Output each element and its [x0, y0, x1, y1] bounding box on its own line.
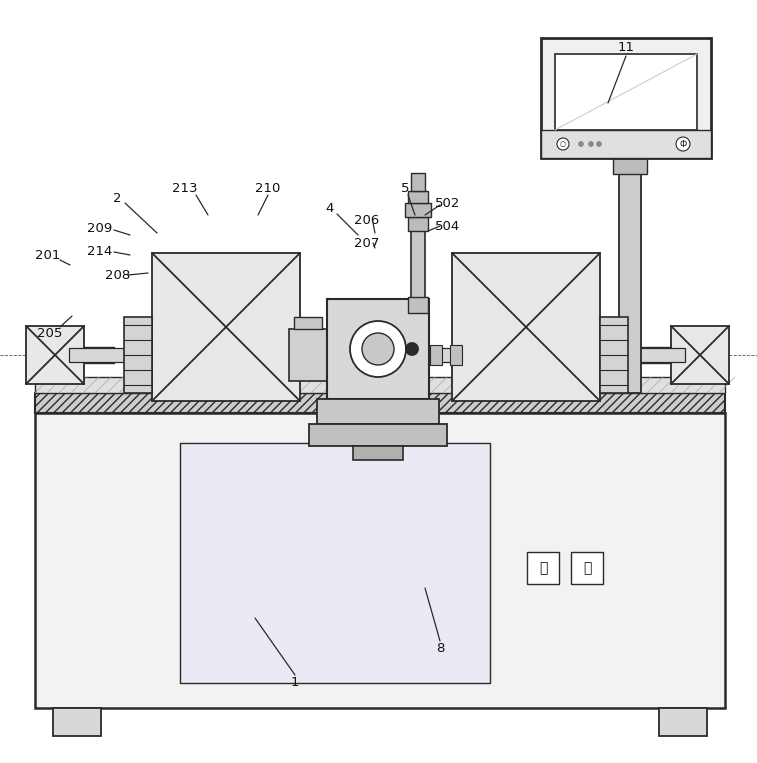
Bar: [641, 347, 671, 363]
Bar: [541, 130, 711, 158]
Bar: [408, 191, 428, 203]
Bar: [180, 443, 490, 683]
Text: 206: 206: [354, 214, 379, 227]
Bar: [318, 345, 330, 365]
Bar: [84, 347, 114, 363]
Bar: [289, 329, 327, 381]
Bar: [600, 317, 628, 393]
Bar: [613, 158, 647, 174]
Text: 504: 504: [435, 220, 460, 233]
Bar: [405, 203, 431, 217]
Bar: [450, 345, 462, 365]
Bar: [353, 446, 403, 460]
Bar: [571, 552, 603, 584]
Bar: [152, 253, 300, 401]
Text: 4: 4: [326, 201, 334, 214]
Bar: [628, 348, 685, 362]
Text: 1: 1: [291, 677, 299, 690]
Circle shape: [588, 141, 593, 146]
Bar: [452, 253, 600, 401]
Text: 209: 209: [87, 221, 113, 234]
Text: 214: 214: [87, 244, 113, 257]
Bar: [338, 345, 350, 365]
Bar: [300, 348, 358, 362]
Bar: [69, 348, 126, 362]
Bar: [541, 38, 711, 158]
Circle shape: [597, 141, 602, 146]
Text: 11: 11: [618, 40, 634, 53]
Bar: [408, 297, 428, 313]
Bar: [411, 231, 425, 299]
Text: 2: 2: [113, 192, 121, 204]
Bar: [659, 708, 707, 736]
Bar: [53, 708, 101, 736]
Bar: [555, 54, 697, 130]
Text: 5: 5: [400, 182, 410, 195]
Bar: [35, 393, 725, 413]
Circle shape: [578, 141, 584, 146]
Text: 210: 210: [255, 182, 281, 195]
Bar: [527, 552, 559, 584]
Text: 208: 208: [105, 269, 131, 282]
Bar: [298, 345, 310, 365]
Circle shape: [406, 343, 418, 355]
Text: 205: 205: [37, 327, 63, 340]
Bar: [26, 326, 84, 384]
Text: 207: 207: [354, 237, 380, 250]
Text: 8: 8: [436, 642, 444, 655]
Bar: [124, 317, 152, 393]
Text: Ф: Ф: [679, 140, 687, 149]
Bar: [411, 173, 425, 191]
Bar: [35, 377, 725, 393]
Text: 201: 201: [36, 249, 61, 262]
Circle shape: [557, 138, 569, 150]
Bar: [619, 158, 641, 393]
Text: 关: 关: [583, 561, 591, 575]
Bar: [317, 399, 439, 424]
Bar: [430, 345, 442, 365]
Circle shape: [362, 333, 394, 365]
Text: 502: 502: [435, 197, 461, 210]
Text: ○: ○: [560, 141, 566, 147]
Bar: [394, 348, 452, 362]
Bar: [327, 299, 429, 399]
Circle shape: [676, 137, 690, 151]
Text: 213: 213: [173, 182, 198, 195]
Bar: [410, 345, 422, 365]
Bar: [408, 217, 428, 231]
Bar: [114, 350, 136, 360]
Bar: [294, 317, 322, 329]
Bar: [671, 326, 729, 384]
Bar: [309, 424, 447, 446]
Bar: [619, 350, 641, 360]
Circle shape: [350, 321, 406, 377]
Text: 开: 开: [539, 561, 547, 575]
Bar: [35, 413, 725, 708]
